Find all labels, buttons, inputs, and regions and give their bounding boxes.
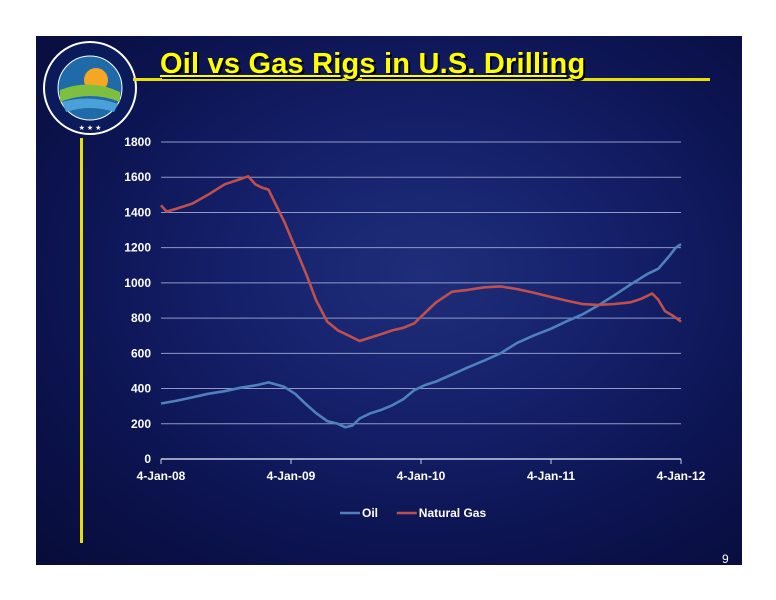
legend-label: Natural Gas [419, 506, 487, 520]
y-tick-label: 1000 [124, 276, 151, 290]
chart-gridlines [161, 141, 681, 425]
y-tick-label: 1200 [124, 241, 151, 255]
slide-background [36, 36, 742, 565]
y-axis-tick-labels: 0 200 400 600 800 1000 1200 1400 1600 1800 [124, 135, 151, 466]
series-line-natural-gas [160, 175, 682, 343]
title-underline-rule [133, 78, 710, 81]
x-tick-label: 4-Jan-12 [657, 469, 706, 483]
page-number: 9 [722, 552, 729, 566]
y-tick-label: 0 [144, 452, 151, 466]
series-lines [160, 175, 682, 429]
series-line-oil [160, 243, 682, 429]
x-tick-label: 4-Jan-08 [137, 469, 186, 483]
x-tick-label: 4-Jan-10 [397, 469, 446, 483]
y-tick-label: 600 [131, 346, 151, 360]
slide-title: Oil vs Gas Rigs in U.S. Drilling [160, 48, 586, 80]
chart-axis [160, 458, 682, 464]
y-tick-label: 400 [131, 382, 151, 396]
y-tick-label: 1400 [124, 205, 151, 219]
y-tick-label: 1800 [124, 135, 151, 149]
x-axis-tick-labels: 4-Jan-08 4-Jan-09 4-Jan-10 4-Jan-11 4-Jan-12 [137, 469, 706, 483]
legend-label: Oil [362, 506, 378, 520]
seal-icon: ★ ★ ★ [43, 41, 137, 135]
y-tick-label: 200 [131, 417, 151, 431]
y-tick-label: 800 [131, 311, 151, 325]
y-tick-label: 1600 [124, 170, 151, 184]
svg-text:★ ★ ★: ★ ★ ★ [79, 124, 102, 132]
x-tick-label: 4-Jan-11 [527, 469, 575, 483]
vertical-accent-rule [80, 138, 83, 543]
chart-legend: Oil Natural Gas [340, 506, 486, 520]
x-tick-label: 4-Jan-09 [267, 469, 316, 483]
